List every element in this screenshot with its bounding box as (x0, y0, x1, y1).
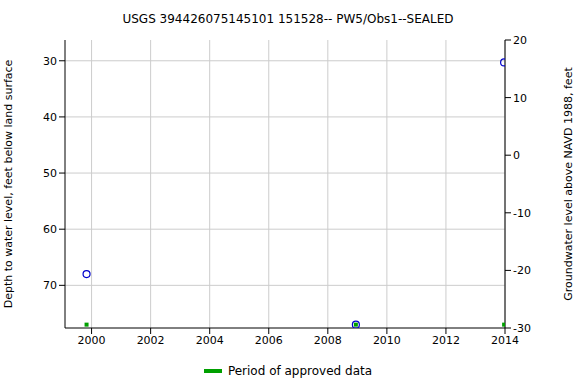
svg-text:2006: 2006 (255, 334, 283, 347)
svg-text:60: 60 (43, 223, 57, 236)
svg-text:0: 0 (513, 149, 520, 162)
svg-text:2010: 2010 (373, 334, 401, 347)
svg-text:70: 70 (43, 279, 57, 292)
svg-text:-20: -20 (513, 264, 531, 277)
svg-text:50: 50 (43, 167, 57, 180)
html-text:USGS 394426075145101 151528--: USGS 394426075145101 151528-- PW5/Obs1--… (122, 12, 454, 26)
svg-text:2014: 2014 (491, 334, 519, 347)
svg-text:2004: 2004 (196, 334, 224, 347)
svg-text:2002: 2002 (137, 334, 165, 347)
svg-text:2012: 2012 (432, 334, 460, 347)
svg-text:30: 30 (43, 55, 57, 68)
svg-text:40: 40 (43, 111, 57, 124)
svg-text:Groundwater level above NAVD 1: Groundwater level above NAVD 1988, feet (562, 67, 568, 301)
html-text:Period of approved data: Period of approved data (227, 364, 373, 378)
svg-text:10: 10 (513, 92, 527, 105)
svg-text:2008: 2008 (314, 334, 342, 347)
svg-text:-30: -30 (513, 322, 531, 335)
svg-text:-10: -10 (513, 207, 531, 220)
svg-text:2000: 2000 (78, 334, 106, 347)
svg-text:Depth to water level, feet bel: Depth to water level, feet below land su… (8, 59, 15, 308)
svg-text:20: 20 (513, 34, 527, 47)
